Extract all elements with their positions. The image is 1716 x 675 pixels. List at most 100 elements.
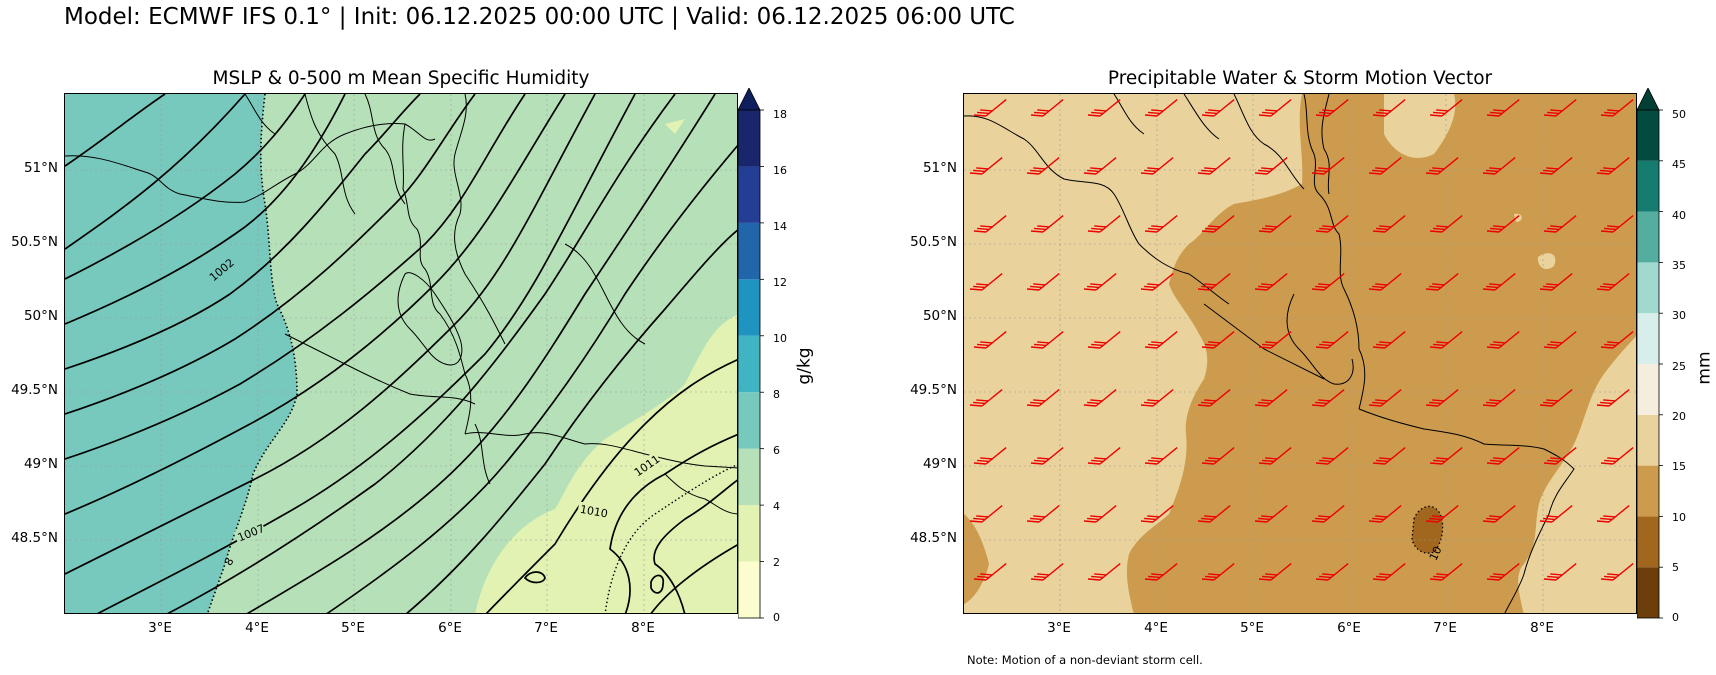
wind-barb bbox=[1197, 389, 1231, 407]
humidity-contour-dotted-east bbox=[604, 464, 737, 613]
pw-colorbar-band bbox=[1637, 516, 1659, 568]
borders bbox=[65, 94, 737, 515]
wind-barb bbox=[1083, 389, 1117, 407]
wind-barb bbox=[1368, 157, 1402, 175]
main-title: Model: ECMWF IFS 0.1° | Init: 06.12.2025… bbox=[64, 4, 1015, 30]
pw-colorbar-band bbox=[1637, 211, 1659, 263]
wind-barb bbox=[973, 215, 1007, 233]
pw-contour-10 bbox=[1411, 505, 1444, 554]
humidity-colorbar-band bbox=[738, 279, 760, 336]
wind-barb bbox=[1087, 99, 1121, 117]
wind-barb bbox=[1372, 447, 1406, 465]
wind-barb bbox=[1258, 99, 1292, 117]
pw-colorbar-tick: 15 bbox=[1672, 460, 1686, 473]
wind-barb bbox=[1425, 157, 1459, 175]
lon-label-3-right: 3°E bbox=[1047, 620, 1071, 636]
wind-barb bbox=[1201, 563, 1235, 581]
wind-barb bbox=[973, 447, 1007, 465]
wind-barb bbox=[1311, 157, 1345, 175]
storm-motion-barbs bbox=[969, 99, 1634, 581]
wind-barb bbox=[1543, 215, 1577, 233]
pw-colorbar-band bbox=[1637, 110, 1659, 161]
pw-colorbar-band bbox=[1637, 262, 1659, 314]
pw-colorbar-tick: 20 bbox=[1672, 410, 1686, 423]
pw-band-15-20-hole2 bbox=[1514, 213, 1522, 222]
wind-barb bbox=[1026, 157, 1060, 175]
storm-motion-note: Note: Motion of a non-deviant storm cell… bbox=[967, 653, 1203, 667]
wind-barb bbox=[1254, 389, 1288, 407]
wind-barb bbox=[1311, 273, 1345, 291]
wind-barb bbox=[1596, 389, 1630, 407]
wind-barb bbox=[1543, 563, 1577, 581]
wind-barb bbox=[1144, 215, 1178, 233]
wind-barb bbox=[1368, 505, 1402, 523]
humidity-colorbar-tick: 0 bbox=[773, 611, 780, 624]
wind-barb bbox=[1140, 273, 1174, 291]
wind-barb bbox=[1425, 389, 1459, 407]
wind-barb bbox=[1315, 215, 1349, 233]
wind-barb bbox=[1482, 157, 1516, 175]
wind-barb bbox=[1197, 505, 1231, 523]
wind-barb bbox=[1539, 505, 1573, 523]
wind-barb bbox=[1087, 331, 1121, 349]
wind-barb bbox=[1429, 447, 1463, 465]
wind-barb bbox=[1201, 447, 1235, 465]
wind-barb bbox=[1087, 563, 1121, 581]
wind-barb bbox=[1600, 99, 1634, 117]
humidity-colorbar-tick: 14 bbox=[773, 220, 787, 233]
humidity-colorbar-band bbox=[738, 222, 760, 280]
wind-barb bbox=[1140, 505, 1174, 523]
pw-colorbar-band bbox=[1637, 567, 1659, 618]
pw-colorbar-extend bbox=[1636, 87, 1660, 111]
wind-barb bbox=[1197, 157, 1231, 175]
lat-label-49-right: 49°N bbox=[922, 456, 957, 472]
wind-barb bbox=[1140, 389, 1174, 407]
wind-barb bbox=[1543, 331, 1577, 349]
pw-colorbar-tick: 45 bbox=[1672, 158, 1686, 171]
pw-colorbar-tick: 35 bbox=[1672, 259, 1686, 272]
lat-label-50-right: 50°N bbox=[922, 308, 957, 324]
wind-barb bbox=[1372, 99, 1406, 117]
wind-barb bbox=[1486, 563, 1520, 581]
wind-barb bbox=[1144, 331, 1178, 349]
lat-label-50: 50°N bbox=[23, 308, 58, 324]
wind-barb bbox=[1030, 447, 1064, 465]
lon-label-8: 8°E bbox=[631, 620, 655, 636]
pw-colorbar-band bbox=[1637, 160, 1659, 212]
lon-label-4: 4°E bbox=[245, 620, 269, 636]
wind-barb bbox=[1026, 273, 1060, 291]
pw-colorbar-band bbox=[1637, 313, 1659, 364]
wind-barb bbox=[969, 505, 1003, 523]
wind-barb bbox=[1144, 447, 1178, 465]
lat-label-50-5: 50.5°N bbox=[11, 234, 58, 250]
wind-barb bbox=[1258, 447, 1292, 465]
wind-barb bbox=[1030, 331, 1064, 349]
wind-barb bbox=[1368, 389, 1402, 407]
wind-barb bbox=[1425, 505, 1459, 523]
borders bbox=[964, 94, 1575, 613]
humidity-band-2-4 bbox=[475, 314, 737, 613]
wind-barb bbox=[1201, 215, 1235, 233]
wind-barb bbox=[1429, 99, 1463, 117]
lon-label-4-right: 4°E bbox=[1144, 620, 1168, 636]
wind-barb bbox=[1600, 563, 1634, 581]
isobar-label-1010: 1010 bbox=[579, 503, 609, 521]
humidity-colorbar bbox=[737, 87, 798, 627]
humidity-colorbar-tick: 16 bbox=[773, 164, 787, 177]
wind-barb bbox=[1372, 215, 1406, 233]
pw-colorbar-tick: 25 bbox=[1672, 360, 1686, 373]
wind-barb bbox=[1543, 99, 1577, 117]
wind-barb bbox=[1596, 157, 1630, 175]
wind-barb bbox=[1197, 273, 1231, 291]
humidity-colorbar-tick: 18 bbox=[773, 108, 787, 121]
humidity-colorbar-tick: 6 bbox=[773, 444, 780, 457]
wind-barb bbox=[1083, 157, 1117, 175]
wind-barb bbox=[1254, 505, 1288, 523]
lon-label-8-right: 8°E bbox=[1530, 620, 1554, 636]
humidity-colorbar-tick: 4 bbox=[773, 500, 780, 513]
wind-barb bbox=[1486, 447, 1520, 465]
wind-barb bbox=[1596, 273, 1630, 291]
lat-label-51: 51°N bbox=[23, 160, 58, 176]
pw-colorbar-tick: 0 bbox=[1672, 611, 1679, 624]
wind-barb bbox=[1030, 215, 1064, 233]
